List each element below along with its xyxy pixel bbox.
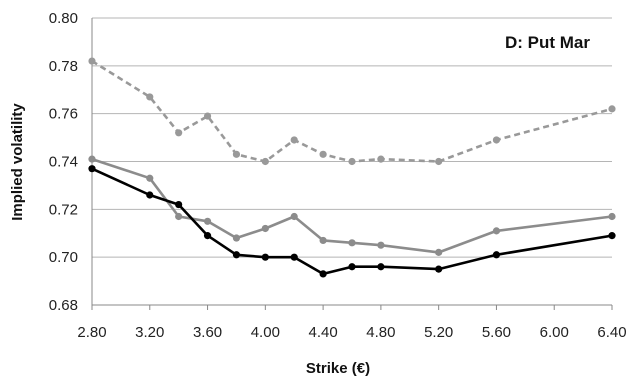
- data-point: [175, 200, 183, 209]
- y-tick-label: 0.80: [49, 10, 78, 27]
- data-point: [492, 227, 501, 235]
- gridlines: [92, 17, 612, 306]
- series-line: [91, 59, 613, 163]
- series-lines: [88, 57, 616, 278]
- y-axis-title: Implied volatility: [9, 103, 26, 221]
- x-tick-label: 6.00: [540, 324, 569, 341]
- x-tick-label: 3.60: [193, 324, 222, 341]
- data-point: [290, 212, 298, 221]
- data-point: [319, 236, 327, 245]
- y-tick-label: 0.68: [49, 297, 78, 314]
- data-point: [608, 212, 616, 221]
- data-point: [377, 263, 385, 271]
- x-tick-label: 4.80: [366, 324, 395, 341]
- data-point: [348, 263, 356, 271]
- data-point: [377, 241, 385, 249]
- x-tick-label: 4.40: [309, 324, 338, 341]
- data-point: [203, 232, 212, 240]
- x-tick-label: 5.60: [482, 324, 511, 341]
- series-dashed-grey: [88, 57, 616, 166]
- data-point: [319, 270, 327, 278]
- data-point: [203, 217, 212, 225]
- data-point: [146, 93, 154, 101]
- data-point: [290, 253, 298, 261]
- x-tick-label: 5.20: [424, 324, 453, 341]
- series-line: [91, 167, 613, 276]
- series-line: [91, 157, 613, 254]
- data-point: [492, 136, 501, 144]
- data-point: [435, 265, 443, 273]
- data-point: [608, 232, 616, 240]
- series-solid-grey: [88, 155, 616, 256]
- chart-title: D: Put Mar: [505, 33, 590, 52]
- axes: [91, 18, 613, 310]
- data-point: [492, 251, 501, 259]
- data-point: [146, 174, 154, 182]
- x-tick-label: 4.00: [251, 324, 280, 341]
- data-point: [319, 150, 327, 158]
- y-tick-label: 0.74: [49, 154, 78, 171]
- data-point: [261, 224, 269, 233]
- x-axis-title: Strike (€): [306, 360, 370, 377]
- data-point: [377, 155, 385, 163]
- x-tick-label: 2.80: [77, 324, 106, 341]
- data-point: [348, 239, 356, 247]
- data-point: [88, 57, 96, 65]
- data-point: [261, 157, 269, 166]
- y-tick-label: 0.78: [49, 58, 78, 75]
- x-tick-label: 3.20: [135, 324, 164, 341]
- data-point: [175, 129, 183, 137]
- y-tick-label: 0.70: [49, 249, 78, 266]
- series-solid-black: [88, 165, 616, 278]
- data-point: [203, 112, 212, 120]
- y-tick-labels: 0.68 0.70 0.72 0.74 0.76 0.78 0.80: [49, 10, 78, 314]
- data-point: [175, 212, 183, 221]
- data-point: [232, 234, 241, 242]
- data-point: [88, 165, 96, 173]
- data-point: [435, 157, 443, 166]
- y-tick-label: 0.76: [49, 106, 78, 123]
- data-point: [261, 253, 269, 261]
- x-tick-labels: 2.80 3.20 3.60 4.00 4.40 4.80 5.20 5.60 6.00 6.40: [77, 324, 626, 341]
- data-point: [232, 150, 241, 158]
- y-tick-label: 0.72: [49, 201, 78, 218]
- x-tick-label: 6.40: [597, 324, 626, 341]
- data-point: [608, 105, 616, 113]
- data-point: [146, 191, 154, 199]
- data-point: [435, 248, 443, 256]
- data-point: [290, 136, 298, 144]
- data-point: [232, 251, 241, 259]
- data-point: [88, 155, 96, 163]
- data-point: [348, 157, 356, 166]
